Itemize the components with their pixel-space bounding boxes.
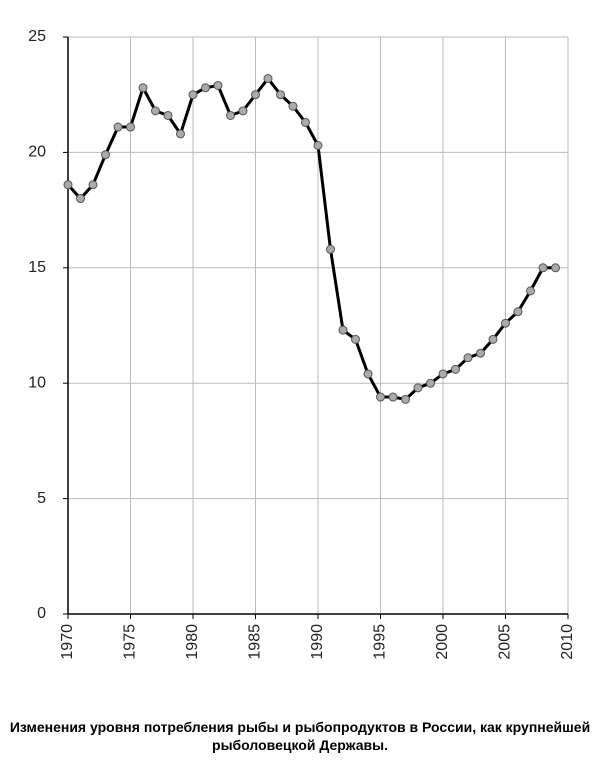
marker bbox=[138, 83, 148, 93]
x-tick-label: 1975 bbox=[122, 624, 139, 660]
marker bbox=[363, 369, 373, 379]
x-tick-label: 2000 bbox=[434, 624, 451, 660]
marker bbox=[351, 334, 360, 344]
marker bbox=[326, 244, 335, 254]
chart-title: Изменения уровня потребления рыбы и рыбо… bbox=[9, 719, 591, 753]
marker bbox=[288, 101, 298, 111]
chart: 0 5 10 15 20 25 1970 1975 1980 1985 1990 1995 2000 20… bbox=[28, 28, 576, 660]
marker bbox=[263, 74, 273, 84]
line bbox=[66, 77, 556, 401]
x-tick-label: 1980 bbox=[184, 624, 201, 660]
x-tick-label: 2005 bbox=[497, 624, 514, 660]
marker bbox=[76, 194, 85, 204]
marker bbox=[551, 263, 560, 273]
y-tick-label: 5 bbox=[37, 490, 46, 507]
y-tick-label: 15 bbox=[28, 259, 46, 276]
marker bbox=[376, 392, 385, 402]
marker bbox=[113, 122, 123, 132]
x-tick-label: 1985 bbox=[247, 624, 264, 660]
marker bbox=[438, 369, 448, 379]
marker bbox=[451, 364, 460, 374]
marker bbox=[251, 90, 260, 100]
marker bbox=[63, 180, 73, 190]
marker bbox=[101, 150, 110, 160]
y-tick-label: 25 bbox=[28, 28, 46, 45]
marker bbox=[238, 106, 248, 116]
marker bbox=[413, 383, 423, 393]
x-tick-label: 1990 bbox=[309, 624, 326, 660]
marker bbox=[301, 117, 310, 127]
marker bbox=[226, 110, 235, 120]
marker bbox=[488, 334, 498, 344]
y-tick-label: 20 bbox=[28, 144, 46, 161]
marker bbox=[401, 394, 410, 404]
marker bbox=[513, 307, 523, 317]
marker bbox=[426, 378, 435, 388]
marker bbox=[501, 318, 510, 328]
marker bbox=[176, 129, 185, 139]
marker bbox=[463, 353, 473, 363]
marker bbox=[476, 348, 485, 358]
x-tick-label: 1995 bbox=[372, 624, 389, 660]
marker bbox=[88, 180, 98, 190]
marker bbox=[313, 140, 323, 150]
marker bbox=[526, 286, 535, 296]
marker bbox=[151, 106, 160, 116]
marker bbox=[126, 122, 135, 132]
marker bbox=[201, 83, 210, 93]
y-tick-label: 0 bbox=[37, 605, 46, 622]
x-tick-label: 2010 bbox=[559, 624, 576, 660]
marker bbox=[213, 80, 223, 90]
marker bbox=[388, 392, 398, 402]
marker bbox=[276, 90, 285, 100]
y-tick-label: 10 bbox=[28, 374, 46, 391]
marker bbox=[538, 263, 548, 273]
x-tick-label: 1970 bbox=[59, 624, 76, 660]
marker bbox=[338, 325, 348, 335]
marker bbox=[188, 90, 198, 100]
marker bbox=[163, 110, 173, 120]
